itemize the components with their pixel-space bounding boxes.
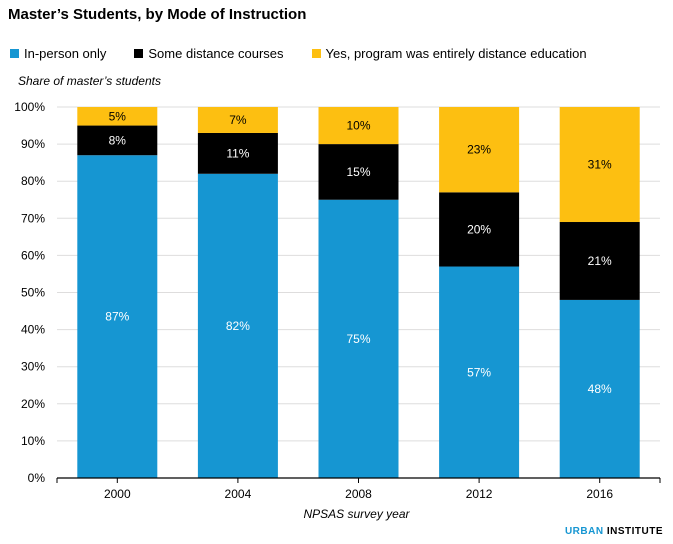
y-tick-label: 40% [21, 323, 45, 337]
data-label: 23% [467, 143, 491, 157]
bar-segment [439, 192, 520, 267]
x-axis-title: NPSAS survey year [303, 507, 410, 521]
legend: In-person only Some distance courses Yes… [10, 46, 615, 61]
y-tick-label: 70% [21, 211, 45, 225]
y-axis-title: Share of master’s students [18, 74, 161, 88]
x-tick-label: 2000 [104, 487, 131, 501]
y-tick-label: 10% [21, 434, 45, 448]
bar-segment [439, 266, 520, 478]
legend-swatch-entirely-distance [311, 49, 321, 58]
x-tick-label: 2008 [345, 487, 372, 501]
bar-segment [77, 155, 158, 479]
bar-segment [197, 107, 278, 133]
data-label: 11% [226, 146, 249, 160]
y-tick-label: 60% [21, 248, 45, 262]
data-label: 15% [346, 165, 370, 179]
y-tick-label: 0% [28, 471, 46, 485]
data-label: 31% [588, 158, 612, 172]
legend-item-entirely-distance: Yes, program was entirely distance educa… [311, 46, 587, 61]
y-tick-label: 30% [21, 360, 45, 374]
legend-swatch-some-distance [134, 49, 144, 58]
x-tick-label: 2012 [466, 487, 493, 501]
bar-segment [318, 144, 399, 200]
data-label: 21% [588, 254, 612, 268]
data-label: 48% [588, 382, 612, 396]
brand-institute: INSTITUTE [606, 526, 663, 537]
bar-segment [559, 299, 640, 478]
data-label: 20% [467, 222, 491, 236]
data-label: 8% [109, 133, 127, 147]
bar-segment [77, 125, 158, 156]
legend-item-some-distance: Some distance courses [134, 46, 284, 61]
y-tick-label: 20% [21, 397, 45, 411]
y-tick-label: 80% [21, 174, 45, 188]
y-tick-label: 90% [21, 137, 45, 151]
chart-title: Master’s Students, by Mode of Instructio… [8, 6, 307, 23]
data-label: 10% [346, 119, 370, 133]
data-label: 82% [226, 319, 250, 333]
data-label: 75% [346, 332, 370, 346]
x-tick-label: 2004 [225, 487, 252, 501]
brand-urban: URBAN [564, 526, 604, 537]
data-label: 87% [105, 310, 129, 324]
bar-segment [559, 107, 640, 223]
legend-label-entirely-distance: Yes, program was entirely distance educa… [325, 46, 587, 61]
legend-label-some-distance: Some distance courses [148, 46, 284, 61]
data-label: 57% [467, 365, 491, 379]
bar-segment [318, 107, 399, 145]
legend-swatch-in-person [10, 49, 19, 58]
y-tick-label: 50% [21, 286, 45, 300]
bar-segment [197, 132, 278, 174]
bar-segment [77, 107, 158, 126]
y-tick-label: 100% [14, 100, 45, 114]
data-label: 5% [109, 109, 127, 123]
bar-segment [559, 222, 640, 300]
brand-logo: URBAN INSTITUTE [565, 526, 663, 537]
data-label: 7% [229, 113, 247, 127]
bar-segment [318, 199, 399, 478]
legend-label-in-person: In-person only [24, 46, 107, 61]
x-tick-label: 2016 [586, 487, 613, 501]
legend-item-in-person: In-person only [10, 46, 106, 61]
bar-segment [439, 107, 520, 193]
bar-segment [197, 173, 278, 478]
